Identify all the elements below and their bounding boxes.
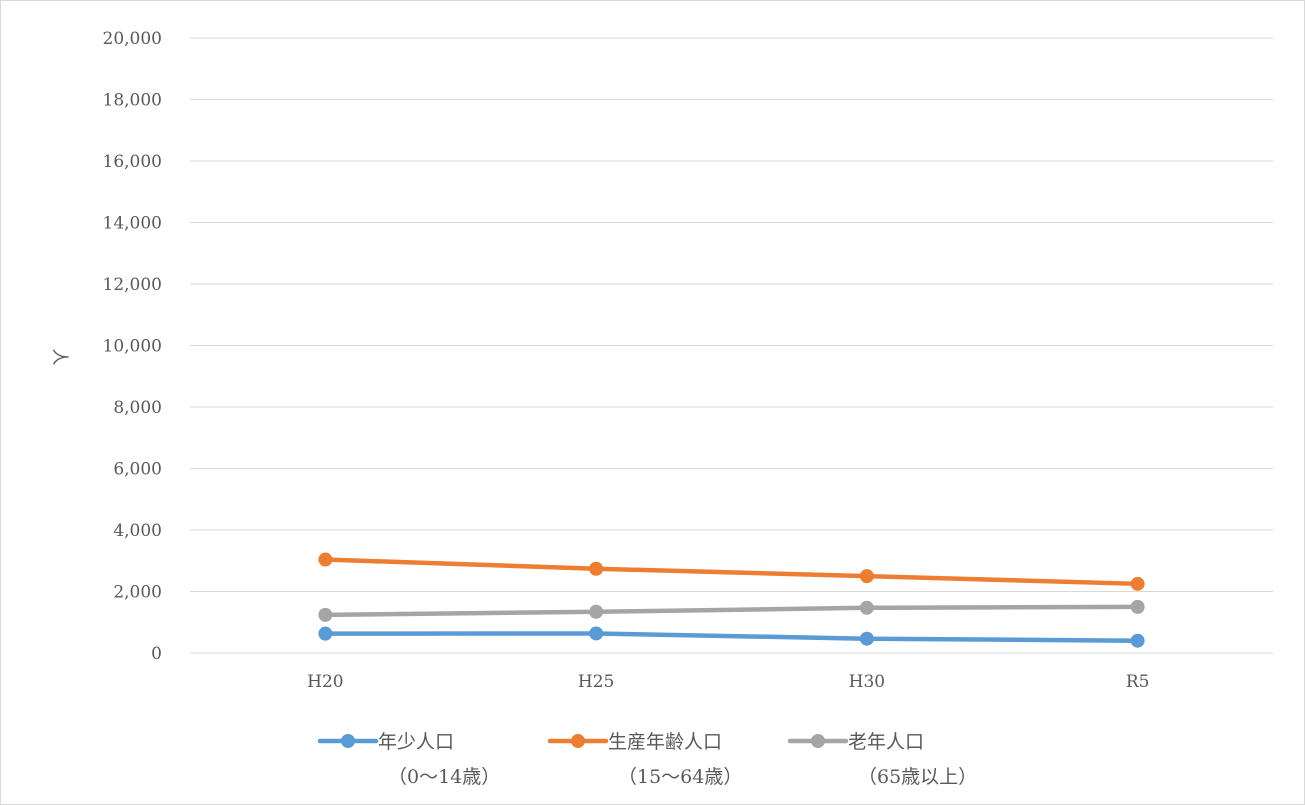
legend-label: 老年人口 bbox=[848, 731, 924, 753]
legend: 年少人口 （0～14歳） 生産年齢人口 （15～64歳） 老年人口 （65歳以上） bbox=[317, 731, 977, 788]
legend-marker bbox=[341, 734, 355, 748]
x-tick-label: H20 bbox=[307, 672, 343, 692]
y-tick-label: 8,000 bbox=[113, 398, 162, 418]
series-lines bbox=[318, 552, 1145, 648]
data-point bbox=[589, 626, 604, 641]
y-tick-label: 4,000 bbox=[113, 521, 162, 541]
data-point bbox=[1130, 599, 1145, 614]
series-line bbox=[323, 557, 1140, 587]
legend-label: 年少人口 bbox=[378, 731, 454, 753]
data-point bbox=[1130, 633, 1145, 648]
y-tick-label: 16,000 bbox=[103, 152, 162, 172]
y-tick-label: 18,000 bbox=[103, 91, 162, 111]
legend-label-sub: （65歳以上） bbox=[858, 766, 977, 788]
data-point bbox=[589, 561, 604, 576]
data-point bbox=[859, 569, 874, 584]
y-tick-label: 6,000 bbox=[113, 460, 162, 480]
y-tick-label: 10,000 bbox=[103, 337, 162, 357]
legend-label-sub: （15～64歳） bbox=[618, 766, 742, 788]
series-line bbox=[323, 604, 1140, 618]
legend-marker bbox=[811, 734, 825, 748]
legend-label-sub: （0～14歳） bbox=[388, 766, 500, 788]
data-point bbox=[318, 607, 333, 622]
y-axis-label: 人 bbox=[49, 349, 69, 366]
x-tick-label: H30 bbox=[849, 672, 885, 692]
y-tick-label: 14,000 bbox=[103, 214, 162, 234]
y-tick-label: 12,000 bbox=[103, 275, 162, 295]
y-tick-label: 0 bbox=[151, 644, 162, 664]
data-point bbox=[1130, 576, 1145, 591]
x-tick-label: R5 bbox=[1126, 672, 1150, 692]
legend-marker bbox=[571, 734, 585, 748]
y-axis-ticks: 0 2,000 4,000 6,000 8,000 10,000 12,000 14,000 1… bbox=[103, 29, 162, 664]
y-tick-label: 20,000 bbox=[103, 29, 162, 49]
data-point bbox=[859, 631, 874, 646]
gridlines bbox=[190, 37, 1273, 654]
x-axis-ticks: H20 H25 H30 R5 bbox=[307, 672, 1149, 692]
data-point bbox=[589, 604, 604, 619]
series-line bbox=[323, 631, 1140, 643]
data-point bbox=[859, 600, 874, 615]
data-point bbox=[318, 626, 333, 641]
data-point bbox=[318, 552, 333, 567]
y-tick-label: 2,000 bbox=[113, 583, 162, 603]
legend-label: 生産年齢人口 bbox=[608, 731, 722, 753]
x-tick-label: H25 bbox=[578, 672, 614, 692]
